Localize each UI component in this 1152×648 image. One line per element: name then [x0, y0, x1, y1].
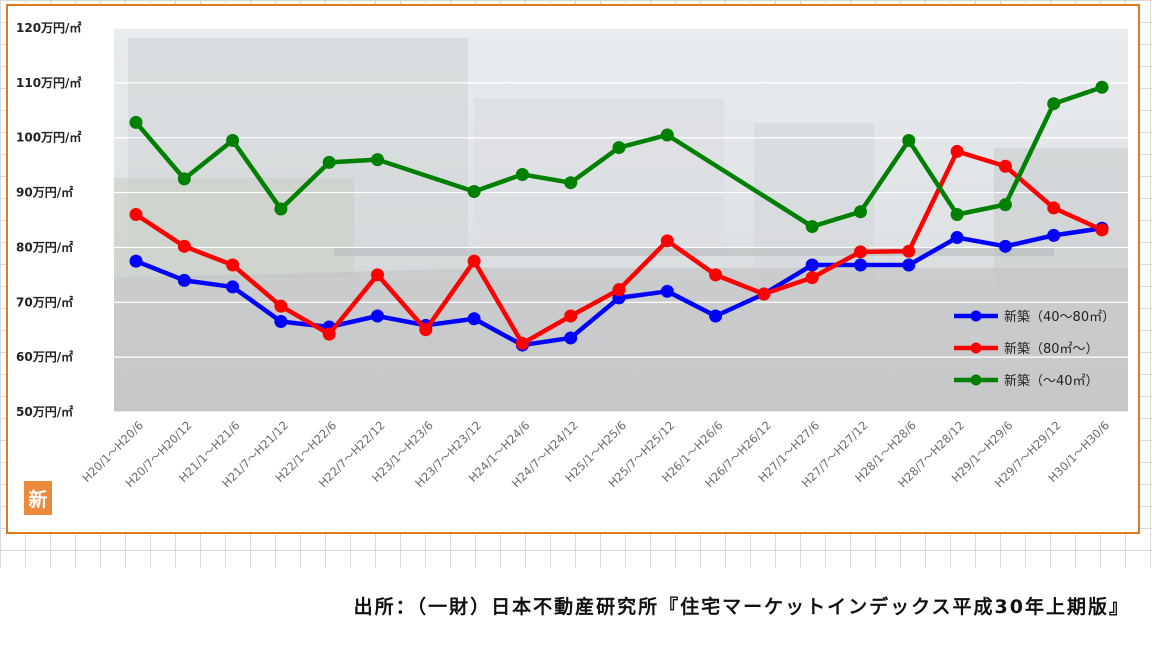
data-point	[902, 244, 916, 258]
data-point	[177, 273, 191, 287]
data-point	[177, 239, 191, 253]
data-point	[805, 271, 819, 285]
data-point	[854, 205, 867, 219]
y-tick-label: 70万円/㎡	[16, 294, 73, 309]
y-tick-label: 110万円/㎡	[16, 75, 81, 90]
data-point	[1047, 201, 1061, 215]
data-point	[950, 144, 964, 158]
series-line	[133, 84, 1105, 229]
data-point	[612, 283, 626, 297]
data-point	[274, 314, 288, 328]
data-point	[129, 254, 143, 268]
data-point	[371, 153, 384, 167]
legend-label: 新築（～40㎡）	[1004, 373, 1099, 389]
y-tick-label: 120万円/㎡	[16, 20, 81, 35]
source-caption: 出所：（一財）日本不動産研究所『住宅マーケットインデックス平成30年上期版』	[0, 578, 1130, 632]
data-point	[854, 245, 867, 259]
gridlines	[114, 27, 1128, 413]
data-point	[902, 258, 916, 272]
photo-road	[114, 268, 1128, 412]
data-point	[950, 208, 964, 222]
data-point	[515, 336, 529, 350]
data-point	[226, 258, 240, 272]
data-point	[467, 254, 481, 268]
data-point	[467, 184, 481, 198]
series-lines	[129, 80, 1109, 352]
shin-badge-icon: 新	[24, 481, 52, 515]
y-axis-tick-labels: 50万円/㎡ 60万円/㎡ 70万円/㎡ 80万円/㎡ 90万円/㎡ 100万円/㎡ 110…	[16, 20, 81, 419]
data-point	[805, 258, 819, 272]
data-point	[371, 309, 384, 323]
data-point	[1047, 228, 1061, 242]
data-point	[322, 155, 336, 169]
data-point	[1095, 223, 1109, 237]
data-point	[709, 268, 723, 282]
y-tick-label: 50万円/㎡	[16, 404, 73, 419]
photo-building-far-right	[994, 148, 1128, 288]
data-point	[467, 312, 481, 326]
data-point	[902, 133, 916, 147]
data-point	[1047, 97, 1061, 111]
plot-background-photo	[114, 28, 1128, 412]
data-point	[274, 299, 288, 313]
legend-marker	[970, 374, 982, 386]
data-point	[854, 258, 867, 272]
chart-frame: 50万円/㎡ 60万円/㎡ 70万円/㎡ 80万円/㎡ 90万円/㎡ 100万円/㎡ 110…	[6, 4, 1140, 534]
data-point	[419, 323, 433, 337]
data-point	[950, 231, 964, 245]
data-point	[757, 287, 771, 301]
y-tick-label: 100万円/㎡	[16, 130, 81, 145]
data-point	[564, 331, 578, 345]
data-point	[226, 280, 240, 294]
data-point	[660, 234, 674, 248]
legend: 新築（40～80㎡） 新築（80㎡～） 新築（～40㎡）	[954, 309, 1115, 389]
data-point	[998, 159, 1012, 173]
data-point	[274, 202, 288, 216]
data-point	[371, 268, 384, 282]
photo-building-center	[474, 98, 724, 268]
legend-marker	[970, 342, 982, 354]
data-point	[612, 141, 626, 155]
data-point	[660, 284, 674, 298]
data-point	[129, 115, 143, 129]
data-point	[564, 176, 578, 190]
data-point	[322, 327, 336, 341]
data-point	[805, 220, 819, 234]
data-point	[660, 128, 674, 142]
data-point	[515, 167, 529, 181]
legend-marker	[970, 310, 982, 322]
data-point	[1095, 80, 1109, 94]
data-point	[998, 198, 1012, 212]
data-point	[564, 309, 578, 323]
data-point	[709, 309, 723, 323]
line-chart: 50万円/㎡ 60万円/㎡ 70万円/㎡ 80万円/㎡ 90万円/㎡ 100万円/㎡ 110…	[16, 20, 1128, 490]
y-tick-label: 80万円/㎡	[16, 239, 73, 254]
legend-label: 新築（80㎡～）	[1004, 341, 1099, 357]
y-tick-label: 60万円/㎡	[16, 349, 73, 364]
x-axis-tick-labels: H20/1～H20/6H20/7～H20/12H21/1～H21/6H21/7～…	[79, 418, 1112, 490]
data-point	[129, 208, 143, 222]
data-point	[226, 133, 240, 147]
y-tick-label: 90万円/㎡	[16, 185, 73, 200]
legend-label: 新築（40～80㎡）	[1004, 309, 1115, 325]
photo-guardrail	[334, 248, 1054, 256]
data-point	[998, 239, 1012, 253]
data-point	[177, 172, 191, 186]
